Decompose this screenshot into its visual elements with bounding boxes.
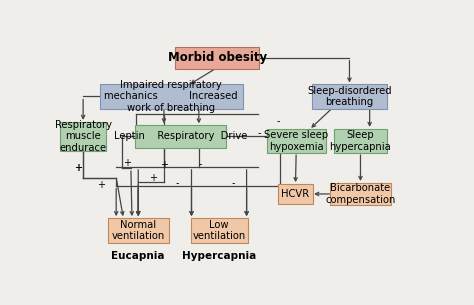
- Text: -: -: [276, 116, 280, 126]
- Text: Respiratory
muscle
endurace: Respiratory muscle endurace: [55, 120, 112, 153]
- Text: +: +: [160, 160, 168, 170]
- FancyBboxPatch shape: [278, 184, 313, 204]
- FancyBboxPatch shape: [100, 84, 243, 109]
- Text: Low
ventilation: Low ventilation: [192, 220, 246, 241]
- Text: +: +: [73, 163, 82, 173]
- Text: -: -: [232, 178, 236, 188]
- Text: Leptin    Respiratory  Drive: Leptin Respiratory Drive: [114, 131, 247, 142]
- Text: Sleep-disordered
breathing: Sleep-disordered breathing: [307, 86, 392, 107]
- FancyBboxPatch shape: [191, 218, 247, 243]
- FancyBboxPatch shape: [175, 47, 259, 69]
- Text: Normal
ventilation: Normal ventilation: [111, 220, 165, 241]
- Text: Impaired respiratory
mechanics          Increased
work of breathing: Impaired respiratory mechanics Increased…: [104, 80, 238, 113]
- Text: -: -: [175, 178, 179, 188]
- FancyBboxPatch shape: [330, 183, 391, 205]
- FancyBboxPatch shape: [135, 125, 227, 148]
- Text: Bicarbonate
compensation: Bicarbonate compensation: [325, 183, 396, 205]
- Text: Sleep
hypercapnia: Sleep hypercapnia: [329, 130, 392, 152]
- FancyBboxPatch shape: [60, 122, 106, 151]
- Text: Eucapnia: Eucapnia: [111, 251, 165, 261]
- Text: +: +: [98, 180, 106, 189]
- Text: Morbid obesity: Morbid obesity: [168, 51, 267, 64]
- Text: HCVR: HCVR: [282, 189, 310, 199]
- Text: +: +: [73, 163, 82, 173]
- FancyBboxPatch shape: [312, 84, 387, 109]
- Text: -: -: [199, 160, 202, 170]
- Text: -: -: [258, 128, 261, 138]
- Text: +: +: [149, 173, 157, 182]
- FancyBboxPatch shape: [334, 129, 387, 153]
- Text: Hypercapnia: Hypercapnia: [182, 251, 256, 261]
- Text: +: +: [123, 158, 131, 168]
- Text: Severe sleep
hypoxemia: Severe sleep hypoxemia: [264, 130, 328, 152]
- FancyBboxPatch shape: [108, 218, 169, 243]
- FancyBboxPatch shape: [267, 129, 326, 153]
